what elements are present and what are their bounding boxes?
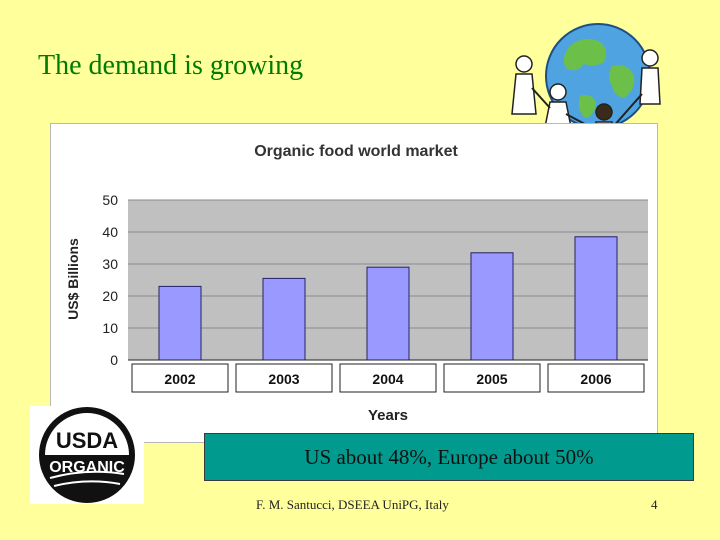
chart-panel: Organic food world market 0 10 20 30 40 50 200… [50, 123, 658, 443]
x-tick-label: 2005 [476, 371, 507, 387]
slide-title: The demand is growing [38, 50, 304, 81]
x-tick-label: 2002 [164, 371, 195, 387]
page-number: 4 [651, 497, 658, 512]
footer-credit: F. M. Santucci, DSEEA UniPG, Italy [256, 497, 449, 512]
x-tick-label: 2006 [580, 371, 611, 387]
y-tick-label: 50 [102, 192, 118, 208]
logo-line1: USDA [56, 428, 118, 453]
category-box [443, 363, 541, 393]
x-tick-label: 2003 [268, 371, 299, 387]
logo-line2: ORGANIC [49, 459, 125, 476]
category-box [339, 363, 437, 393]
bar-2006 [574, 236, 618, 361]
chart-title: Organic food world market [254, 143, 458, 160]
y-axis-label: US$ Billions [65, 238, 81, 320]
note-text: US about 48%, Europe about 50% [304, 444, 594, 469]
usda-organic-logo: USDA ORGANIC [30, 406, 144, 504]
bar-2005 [470, 252, 514, 361]
plot-area: 0 10 20 30 40 50 2002 2003 2004 2005 2006 [102, 192, 648, 393]
category-box [547, 363, 645, 393]
y-tick-label: 40 [102, 224, 118, 240]
market-share-note: US about 48%, Europe about 50% [204, 433, 694, 481]
bar-2002 [158, 285, 202, 361]
x-axis-label: Years [368, 407, 408, 424]
bar-chart: Organic food world market 0 10 20 30 40 50 200… [65, 143, 648, 424]
category-box [131, 363, 229, 393]
y-tick-label: 0 [110, 352, 118, 368]
x-tick-label: 2004 [372, 371, 403, 387]
category-box [235, 363, 333, 393]
bar-2003 [262, 277, 306, 361]
y-tick-label: 20 [102, 288, 118, 304]
y-tick-label: 30 [102, 256, 118, 272]
bar-2004 [366, 266, 410, 361]
y-tick-label: 10 [102, 320, 118, 336]
